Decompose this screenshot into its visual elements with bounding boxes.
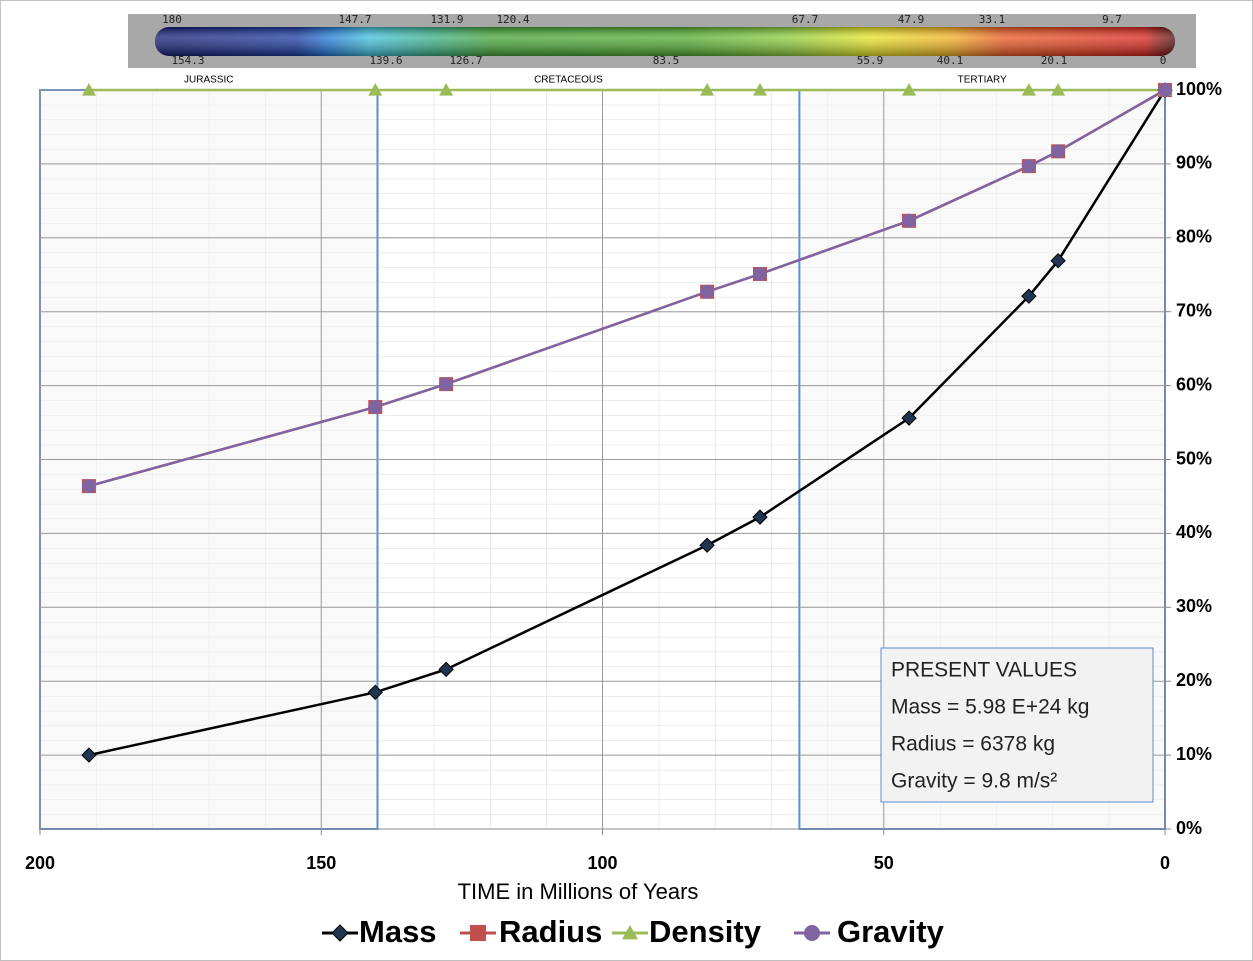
annotation-text: Radius = 6378 kg (891, 733, 1055, 756)
color-bar-label: 0 (1160, 54, 1167, 67)
period-label: TERTIARY (958, 75, 1007, 86)
period-label: JURASSIC (184, 75, 233, 86)
marker (439, 377, 453, 391)
y-tick-label: 50% (1176, 448, 1212, 468)
color-bar-label: 154.3 (171, 54, 204, 67)
color-bar-label: 33.1 (979, 13, 1006, 26)
color-bar-label: 139.6 (369, 54, 402, 67)
x-tick-label: 50 (874, 853, 894, 873)
y-tick-label: 0% (1176, 818, 1202, 838)
marker (753, 267, 767, 281)
legend-label: Density (649, 914, 762, 949)
color-bar-label: 55.9 (857, 54, 884, 67)
y-tick-label: 40% (1176, 522, 1212, 542)
annotation-text: Gravity = 9.8 m/s² (891, 770, 1057, 793)
marker (368, 400, 382, 414)
x-axis-title: TIME in Millions of Years (458, 879, 699, 904)
y-tick-label: 100% (1176, 79, 1222, 99)
y-tick-label: 30% (1176, 596, 1212, 616)
color-bar-label: 147.7 (338, 13, 371, 26)
x-tick-label: 0 (1160, 853, 1170, 873)
x-tick-label: 150 (306, 853, 336, 873)
y-tick-label: 80% (1176, 227, 1212, 247)
color-bar-label: 180 (162, 13, 182, 26)
y-tick-label: 20% (1176, 670, 1212, 690)
legend-label: Gravity (837, 914, 945, 949)
marker (470, 925, 486, 941)
color-bar-label: 83.5 (653, 54, 680, 67)
marker (902, 214, 916, 228)
period-label: CRETACEOUS (534, 75, 603, 86)
color-bar-label: 20.1 (1041, 54, 1068, 67)
color-bar-label: 47.9 (898, 13, 925, 26)
x-tick-label: 200 (25, 853, 55, 873)
color-bar-label: 131.9 (430, 13, 463, 26)
annotation-text: Mass = 5.98 E+24 kg (891, 696, 1089, 719)
x-tick-label: 100 (587, 853, 617, 873)
color-bar-label: 40.1 (937, 54, 964, 67)
legend-label: Radius (499, 914, 602, 949)
y-tick-label: 60% (1176, 374, 1212, 394)
chart: PRESENT VALUES Mass = 5.98 E+24 kg Radius … (0, 0, 1253, 961)
marker (1022, 159, 1036, 173)
color-bar-label: 120.4 (496, 13, 529, 26)
color-bar-label: 67.7 (792, 13, 819, 26)
legend-label: Mass (359, 914, 437, 949)
color-bar-label: 9.7 (1102, 13, 1122, 26)
y-tick-label: 70% (1176, 300, 1212, 320)
color-bar-label: 126.7 (449, 54, 482, 67)
marker (804, 925, 820, 941)
color-bar-shine (155, 27, 1175, 56)
y-tick-label: 10% (1176, 744, 1212, 764)
marker (1158, 83, 1172, 97)
marker (700, 285, 714, 299)
marker (1051, 144, 1065, 158)
annotation-text: PRESENT VALUES (891, 659, 1077, 682)
y-tick-label: 90% (1176, 153, 1212, 173)
marker (82, 479, 96, 493)
